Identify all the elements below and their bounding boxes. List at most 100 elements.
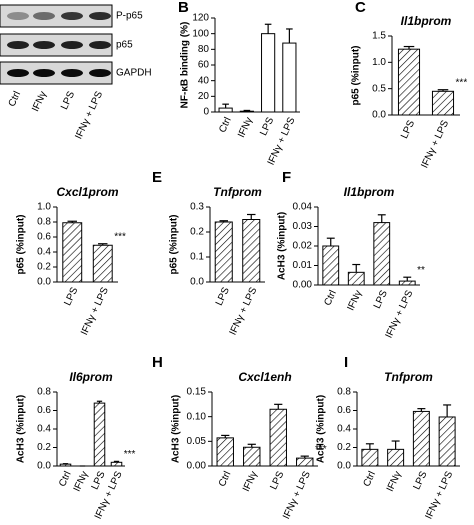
y-tick-label: 0.0 (190, 277, 204, 288)
significance: *** (315, 444, 327, 455)
significance: *** (124, 449, 136, 460)
panel-letter: C (355, 0, 366, 16)
y-tick-label: 0.6 (37, 405, 51, 416)
y-axis-label: p65 (%input) (16, 215, 27, 275)
y-tick-label: 0.03 (293, 221, 313, 232)
x-tick-label: LPS (372, 288, 390, 310)
y-tick-label: 0.5 (372, 83, 386, 94)
y-axis-label: AcH3 (%input) (16, 395, 27, 463)
x-tick-label: IFNγ (236, 116, 255, 140)
y-tick-label: 20 (198, 91, 210, 102)
bar (431, 90, 455, 116)
chart-title: Tnfprom (384, 370, 433, 384)
chart-title: Cxcl1enh (238, 370, 291, 384)
blot-frame (0, 61, 113, 85)
y-tick-label: 0.4 (337, 424, 351, 435)
panel-letter: F (282, 169, 291, 186)
panel-letter: H (152, 354, 163, 371)
blot-row-label: P-p65 (116, 11, 143, 22)
blot-band (61, 12, 83, 20)
y-tick-label: 0.2 (37, 262, 51, 273)
x-tick-label: LPS (258, 115, 276, 137)
bar (261, 33, 276, 113)
bar (296, 457, 314, 467)
bar (269, 408, 287, 467)
blot-band (7, 41, 29, 49)
y-axis-label: AcH3 (%input) (277, 212, 288, 280)
y-tick-label: 80 (198, 44, 210, 55)
panel-letter: E (152, 169, 162, 186)
y-tick-label: 0.15 (187, 387, 207, 398)
blot-band (7, 12, 29, 20)
x-tick-label: IFNγ (241, 470, 260, 494)
blot-lane-label: Ctrl (7, 90, 24, 109)
y-tick-label: 0.0 (37, 461, 51, 472)
bar (59, 463, 72, 467)
y-tick-label: 40 (198, 75, 210, 86)
blot-band (61, 41, 83, 49)
x-tick-label: Ctrl (322, 289, 339, 308)
y-tick-label: 1.0 (372, 57, 386, 68)
y-tick-label: 0.4 (37, 424, 51, 435)
y-axis-label: AcH3 (%input) (171, 395, 182, 463)
y-tick-label: 0.8 (337, 387, 351, 398)
blot-frame (0, 4, 113, 28)
bar (62, 222, 83, 283)
x-tick-label: IFNγ (385, 470, 404, 494)
significance: *** (114, 231, 126, 242)
y-axis-label: p65 (%input) (169, 215, 180, 275)
x-tick-label: LPS (412, 469, 430, 491)
y-tick-label: 120 (192, 13, 209, 24)
y-axis-label: AcH3 (%input) (316, 395, 327, 463)
y-tick-label: 0.00 (293, 280, 313, 291)
blot-frame (0, 33, 113, 57)
y-tick-label: 0.8 (37, 217, 51, 228)
x-tick-label: IFNγ + LPS (419, 118, 451, 170)
y-tick-label: 0.2 (337, 442, 351, 453)
y-tick-label: 0.0 (337, 461, 351, 472)
bar (218, 107, 233, 113)
x-tick-label: IFNγ (72, 470, 91, 494)
blot-row-label: GAPDH (116, 68, 152, 79)
chart-title: Tnfprom (213, 185, 262, 199)
x-tick-label: IFNγ (345, 289, 364, 313)
x-tick-label: Ctrl (217, 470, 234, 489)
bar (110, 461, 123, 467)
x-tick-label: IFNγ + LPS (79, 285, 111, 337)
y-tick-label: 0.2 (190, 227, 204, 238)
bar (242, 219, 261, 283)
x-tick-label: IFNγ + LPS (281, 469, 313, 520)
blot-lane-label: IFNγ (30, 90, 49, 114)
blot-band (33, 69, 55, 77)
blot-band (61, 69, 83, 77)
y-axis-label: p65 (%input) (351, 46, 362, 106)
y-tick-label: 0.05 (187, 436, 207, 447)
y-tick-label: 60 (198, 60, 210, 71)
x-tick-label: LPS (268, 469, 286, 491)
panel-letter: I (344, 354, 348, 371)
blot-band (33, 41, 55, 49)
bar (93, 402, 106, 467)
y-tick-label: 0.0 (37, 277, 51, 288)
bar (92, 244, 113, 283)
bar (322, 245, 340, 286)
bar (216, 437, 234, 467)
x-tick-label: Ctrl (217, 116, 234, 135)
y-tick-label: 0.8 (37, 387, 51, 398)
bar (243, 446, 261, 467)
bar (438, 416, 456, 467)
bar (214, 221, 233, 283)
y-axis-label: NF-κB binding (%) (180, 22, 191, 109)
blot-band (7, 69, 29, 77)
bar (397, 48, 421, 116)
bar (387, 448, 405, 467)
chart-title: Il1bprom (401, 14, 452, 28)
blot-band (89, 12, 111, 20)
bar (239, 110, 254, 113)
blot-band (89, 69, 111, 77)
x-tick-label: Ctrl (57, 470, 74, 489)
y-tick-label: 0.3 (190, 202, 204, 213)
y-tick-label: 0.6 (37, 232, 51, 243)
panel-letter: B (178, 0, 189, 16)
y-tick-label: 0.00 (187, 461, 207, 472)
